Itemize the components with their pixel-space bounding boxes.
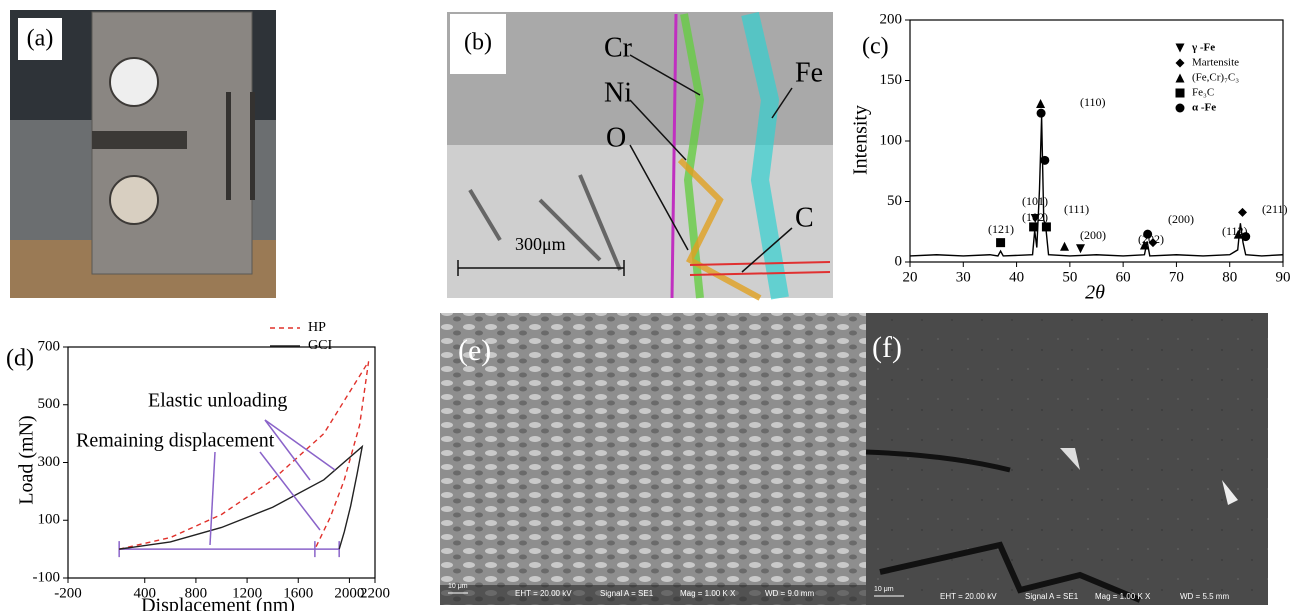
annotation: (200) <box>1168 212 1194 226</box>
legend-label: Martensite <box>1192 57 1239 69</box>
legend-label: (Fe,Cr)₇C₃ <box>1192 72 1239 84</box>
phase-marker <box>996 238 1005 247</box>
annotation: (110) <box>1080 95 1106 109</box>
annotation: (121) <box>988 222 1014 236</box>
phase-marker <box>1076 244 1085 253</box>
legend-symbol <box>1176 74 1185 83</box>
legend-label: Fe₃C <box>1192 87 1214 99</box>
y-tick-label: 300 <box>38 454 61 470</box>
legend-label: HP <box>308 320 326 335</box>
phase-marker <box>1060 242 1069 251</box>
x-tick-label: 60 <box>1116 269 1131 285</box>
phase-marker <box>1036 99 1045 108</box>
y-tick-label: 50 <box>887 193 902 209</box>
sem-info: EHT = 20.00 kV <box>515 589 572 598</box>
x-tick-label: 50 <box>1062 269 1077 285</box>
legend-label: γ -Fe <box>1191 42 1215 54</box>
sem-panel: (b) Cr Ni O Fe C 300μm <box>447 12 833 298</box>
annotation: (211) <box>1262 202 1288 216</box>
x-tick-label: 70 <box>1169 269 1184 285</box>
sem-info: Signal A = SE1 <box>600 589 654 598</box>
sem-info: WD = 5.5 mm <box>1180 592 1229 601</box>
panel-label: (c) <box>862 34 889 60</box>
x-tick-label: -200 <box>54 585 82 601</box>
scale-label: 300μm <box>515 234 566 254</box>
sem-info: EHT = 20.00 kV <box>940 592 997 601</box>
panel-label: (e) <box>458 334 491 367</box>
y-tick-label: -100 <box>33 569 61 585</box>
scale-label: 10 μm <box>448 583 468 590</box>
element-label: Cr <box>604 32 633 63</box>
sem-info: Mag = 1.00 K X <box>680 589 736 598</box>
panel-label: (b) <box>464 30 492 56</box>
annotation-arrow <box>260 452 320 530</box>
sem-panel: (f) 10 μm EHT = 20.00 kV Signal A = SE1 … <box>866 313 1268 605</box>
data-line <box>119 447 362 550</box>
annotation-arrow <box>265 420 335 470</box>
y-tick-label: 700 <box>38 338 61 354</box>
y-tick-label: 150 <box>880 72 903 88</box>
annotation: (112) <box>1222 224 1248 238</box>
phase-marker <box>1042 222 1051 231</box>
y-tick-label: 200 <box>880 11 903 27</box>
x-axis-label: 2θ <box>1085 282 1105 304</box>
plot-frame <box>68 347 375 578</box>
photo-panel: (a) <box>10 10 276 298</box>
annotation: (102) <box>1022 210 1048 224</box>
x-tick-label: 40 <box>1009 269 1024 285</box>
element-label: Fe <box>795 57 823 88</box>
annotation: (111) <box>1064 202 1089 216</box>
annotation: Elastic unloading <box>148 390 287 412</box>
annotation: Remaining displacement <box>76 430 275 452</box>
legend-symbol <box>1176 89 1185 98</box>
x-tick-label: 20 <box>903 269 918 285</box>
annotation: (202) <box>1138 232 1164 246</box>
x-tick-label: 30 <box>956 269 971 285</box>
phase-marker <box>1238 208 1247 217</box>
sem-info: Signal A = SE1 <box>1025 592 1079 601</box>
scale-label: 10 μm <box>874 586 894 593</box>
x-tick-label: 2200 <box>360 585 390 601</box>
y-tick-label: 100 <box>38 512 61 528</box>
y-tick-label: 100 <box>880 132 903 148</box>
panel-label: (a) <box>27 26 54 52</box>
x-tick-label: 90 <box>1276 269 1291 285</box>
sem-info: WD = 9.0 mm <box>765 589 814 598</box>
annotation: (101) <box>1022 194 1048 208</box>
y-tick-label: 0 <box>895 253 903 269</box>
phase-marker <box>1040 156 1049 165</box>
y-axis-label: Load (mN) <box>16 415 38 504</box>
legend-label: α -Fe <box>1192 102 1216 114</box>
legend-symbol <box>1176 44 1185 53</box>
legend-symbol <box>1176 104 1185 113</box>
legend-symbol <box>1176 59 1185 68</box>
element-label: Ni <box>604 77 632 108</box>
element-label: O <box>606 122 626 153</box>
annotation-arrow <box>210 452 215 545</box>
panel-label: (d) <box>6 346 34 372</box>
x-tick-label: 80 <box>1222 269 1237 285</box>
phase-marker <box>1029 222 1038 231</box>
sem-panel: (e) 10 μm EHT = 20.00 kV Signal A = SE1 … <box>440 313 868 605</box>
annotation: (200) <box>1080 228 1106 242</box>
x-axis-label: Displacement (nm) <box>141 595 295 611</box>
legend-label: GCI <box>308 338 332 353</box>
phase-marker <box>1037 109 1046 118</box>
sem-info: Mag = 1.00 K X <box>1095 592 1151 601</box>
panel-label: (f) <box>872 331 902 364</box>
y-tick-label: 500 <box>38 396 61 412</box>
y-axis-label: Intensity <box>850 105 872 175</box>
element-label: C <box>795 202 814 233</box>
figure: (a) (b) Cr Ni O Fe C 300μm (e) 10 μm EHT… <box>0 0 1293 611</box>
